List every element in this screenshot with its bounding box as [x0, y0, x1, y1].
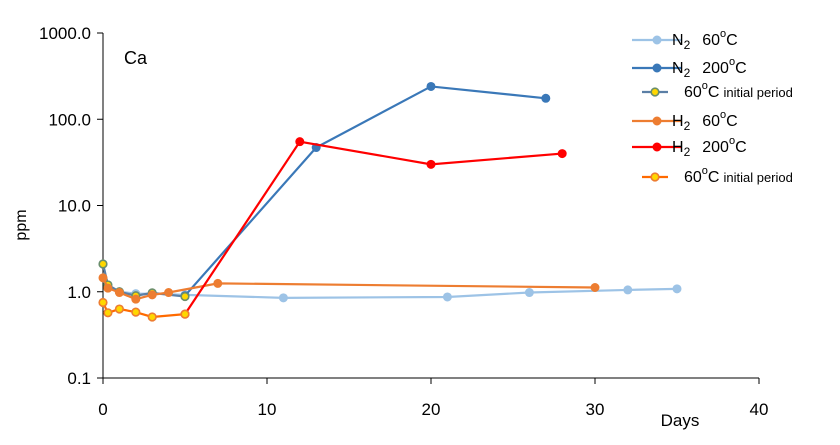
y-tick-label: 0.1: [67, 369, 91, 388]
data-point: [131, 294, 141, 304]
data-point: [103, 283, 113, 293]
y-tick-label: 10.0: [58, 197, 91, 216]
series-line: [101, 263, 678, 299]
data-point: [114, 304, 124, 314]
data-point: [164, 288, 174, 298]
y-tick-label: 1000.0: [39, 24, 91, 43]
data-point: [98, 259, 108, 269]
legend-marker: [652, 116, 662, 126]
data-point: [98, 297, 108, 308]
data-point: [278, 293, 288, 303]
legend-marker: [650, 172, 660, 182]
data-point: [672, 284, 682, 294]
series-4: [180, 137, 567, 319]
data-point: [114, 288, 124, 298]
axes: 1000.0 100.0 10.0 1.0 0.1 0 10 20 30 40: [39, 24, 768, 419]
legend-label: H2 200oC: [672, 135, 747, 159]
data-point: [557, 149, 567, 159]
x-tick-label: 40: [750, 400, 769, 419]
series-1: [180, 81, 551, 301]
legend-marker: [652, 63, 662, 73]
data-point: [180, 309, 190, 319]
legend-item-3: H2 60oC: [632, 109, 738, 133]
legend-item-5: 60oC initial period: [642, 165, 793, 186]
data-point: [541, 93, 551, 103]
x-tick-label: 20: [422, 400, 441, 419]
legend-item-2: 60oC initial period: [642, 80, 793, 101]
x-tick-label: 30: [586, 400, 605, 419]
data-point: [442, 292, 452, 302]
data-point: [147, 290, 157, 300]
legend-item-4: H2 200oC: [632, 135, 747, 159]
series-layer: [98, 81, 682, 322]
y-axis-title: ppm: [13, 209, 30, 240]
legend-marker: [652, 35, 662, 45]
series-3: [98, 273, 600, 304]
y-tick-label: 1.0: [67, 283, 91, 302]
data-point: [103, 308, 113, 318]
legend-marker: [652, 142, 662, 152]
legend-label: N2 200oC: [672, 56, 747, 80]
y-tick-label: 100.0: [48, 110, 91, 129]
x-axis-title: Days: [661, 411, 700, 430]
data-point: [623, 285, 633, 295]
data-point: [590, 283, 600, 293]
legend-label: 60oC initial period: [684, 80, 793, 101]
x-tick-label: 10: [258, 400, 277, 419]
data-point: [147, 312, 157, 322]
legend-label: H2 60oC: [672, 109, 738, 133]
series-5: [98, 297, 190, 322]
data-point: [213, 278, 223, 288]
panel-label: Ca: [124, 48, 148, 68]
series-line: [184, 140, 563, 315]
legend-marker: [650, 87, 660, 97]
data-point: [131, 307, 141, 317]
legend-label: 60oC initial period: [684, 165, 793, 186]
legend-item-0: N2 60oC: [632, 28, 738, 52]
data-point: [180, 291, 190, 302]
data-point: [98, 273, 108, 283]
series-line: [184, 85, 546, 297]
legend-label: N2 60oC: [672, 28, 738, 52]
data-point: [295, 137, 305, 147]
data-point: [426, 81, 436, 91]
x-tick-label: 0: [98, 400, 107, 419]
legend-item-1: N2 200oC: [632, 56, 747, 80]
data-point: [426, 159, 436, 169]
data-point: [524, 288, 534, 298]
